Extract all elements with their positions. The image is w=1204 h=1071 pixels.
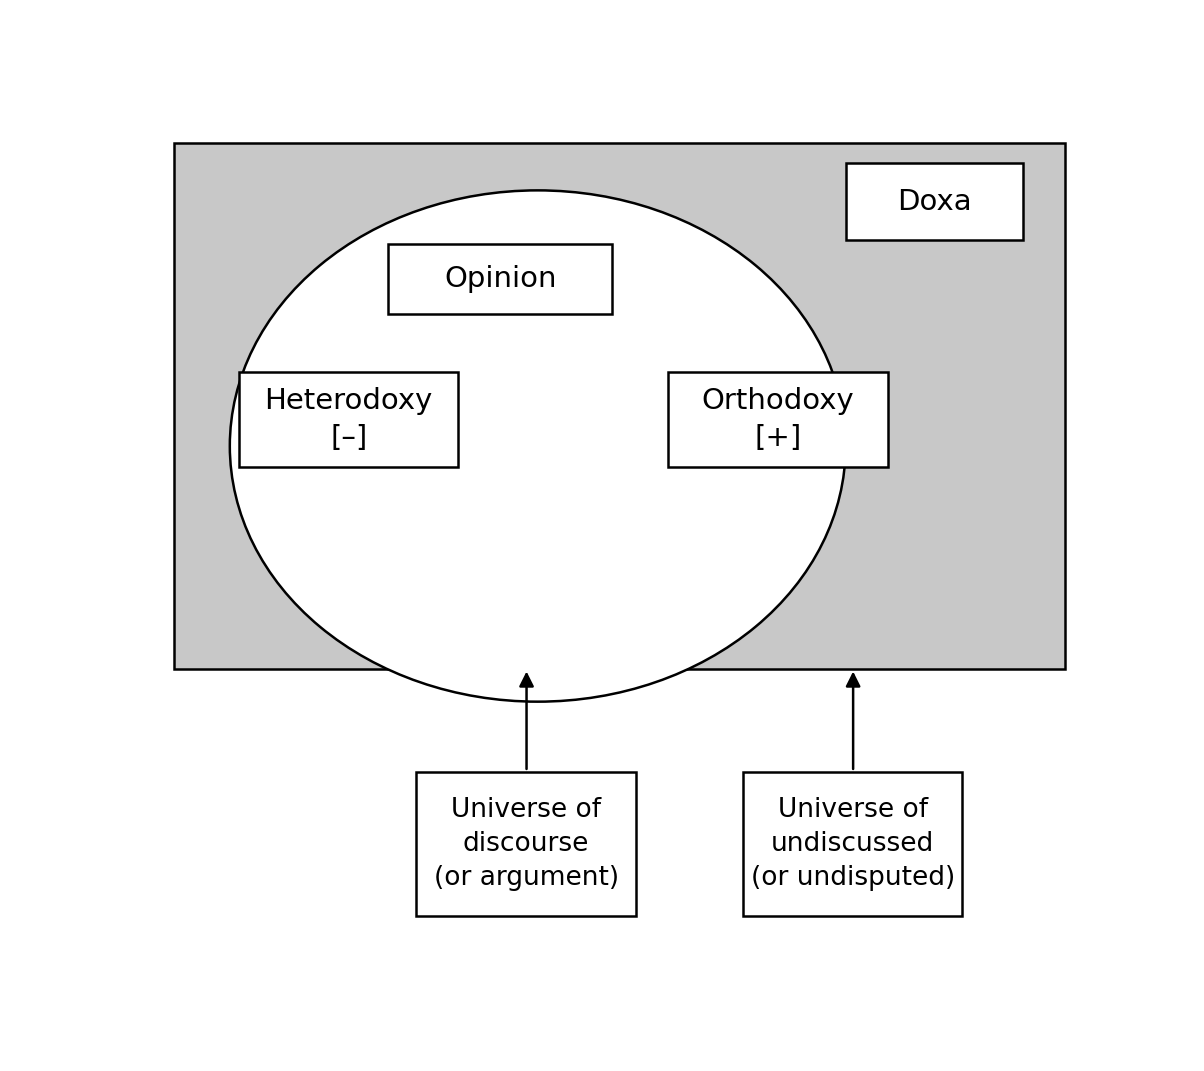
Bar: [173, 142, 1066, 668]
Ellipse shape: [230, 191, 845, 702]
Bar: [240, 372, 459, 467]
Text: Universe of
discourse
(or argument): Universe of discourse (or argument): [433, 797, 619, 891]
Bar: [845, 163, 1023, 240]
Text: Universe of
undiscussed
(or undisputed): Universe of undiscussed (or undisputed): [750, 797, 955, 891]
Text: Doxa: Doxa: [897, 187, 972, 215]
Text: Heterodoxy
[–]: Heterodoxy [–]: [265, 387, 433, 452]
Bar: [743, 772, 962, 916]
Text: Orthodoxy
[+]: Orthodoxy [+]: [702, 387, 855, 452]
Text: Opinion: Opinion: [444, 265, 556, 293]
Bar: [389, 244, 613, 314]
Bar: [668, 372, 887, 467]
Bar: [417, 772, 636, 916]
